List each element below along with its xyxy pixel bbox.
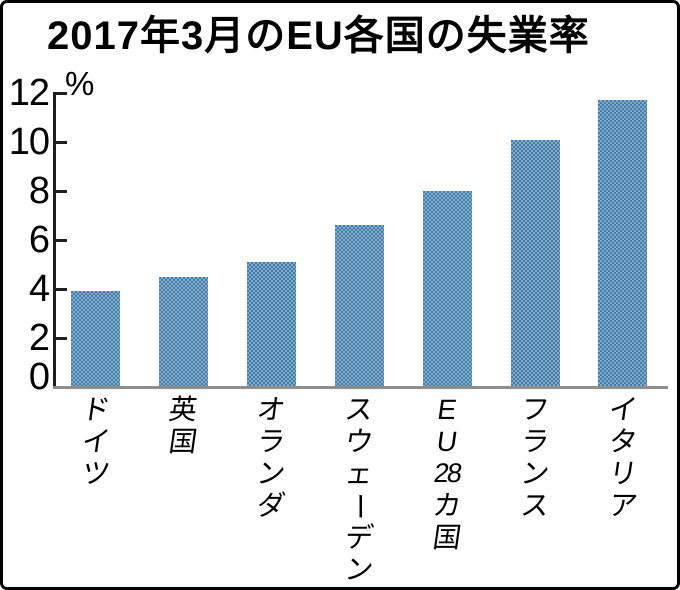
y-tick xyxy=(53,140,67,144)
x-category-char: ス xyxy=(342,394,376,425)
y-tick-label: 6 xyxy=(28,219,50,261)
x-category-char: ド xyxy=(79,394,113,425)
bar-3 xyxy=(335,225,384,387)
x-category-label: ドイツ xyxy=(74,394,118,490)
y-tick-label: 2 xyxy=(28,317,50,359)
x-category-char: フ xyxy=(518,394,552,425)
x-category-char: ダ xyxy=(254,490,288,521)
x-category-char: E xyxy=(435,394,459,425)
x-category-char: デ xyxy=(342,522,376,553)
x-category-label: オランダ xyxy=(249,394,293,522)
x-category-char: ン xyxy=(518,458,552,489)
bar-2 xyxy=(247,262,296,387)
x-category-label: 英国 xyxy=(161,394,205,458)
x-category-char: 国 xyxy=(166,426,200,457)
x-axis-line xyxy=(53,385,668,389)
y-tick-label: 8 xyxy=(28,170,50,212)
x-category-char: 国 xyxy=(430,522,464,553)
bar-6 xyxy=(598,100,647,387)
x-category-char: ス xyxy=(518,490,552,521)
y-tick xyxy=(53,287,67,291)
y-tick-label: 0 xyxy=(28,356,50,398)
x-category-char: イ xyxy=(606,394,640,425)
chart-title: 2017年3月のEU各国の失業率 xyxy=(47,14,590,58)
x-category-char: 英 xyxy=(166,394,200,425)
x-category-char: U xyxy=(434,426,460,457)
x-category-label: E U 28 カ国 xyxy=(425,394,469,554)
y-tick xyxy=(53,238,67,242)
x-category-char: オ xyxy=(254,394,288,425)
x-category-char: ラ xyxy=(254,426,288,457)
x-category-label: イタリア xyxy=(601,394,645,522)
x-category-char: 28 xyxy=(432,458,463,488)
x-category-char: カ xyxy=(430,490,464,521)
x-category-char: ウ xyxy=(342,426,376,457)
bar-0 xyxy=(71,291,120,387)
y-tick xyxy=(53,91,67,95)
y-tick xyxy=(53,189,67,193)
x-category-char: ツ xyxy=(79,458,113,489)
y-axis-unit-label: % xyxy=(65,65,95,102)
bar-1 xyxy=(159,277,208,387)
x-category-char: ア xyxy=(606,490,640,521)
y-tick-label: 10 xyxy=(8,121,50,163)
x-category-char: ン xyxy=(342,554,376,585)
x-category-char: イ xyxy=(79,426,113,457)
x-category-label: フランス xyxy=(513,394,557,522)
x-category-char: ン xyxy=(254,458,288,489)
x-category-char: リ xyxy=(606,458,640,489)
y-tick-label: 12 xyxy=(8,72,50,114)
x-category-char: タ xyxy=(606,426,640,457)
y-tick-label: 4 xyxy=(28,268,50,310)
bar-4 xyxy=(423,191,472,387)
x-category-label: スウェーデン xyxy=(337,394,381,586)
bar-5 xyxy=(511,140,560,387)
x-category-char: ラ xyxy=(518,426,552,457)
y-tick xyxy=(53,336,67,340)
